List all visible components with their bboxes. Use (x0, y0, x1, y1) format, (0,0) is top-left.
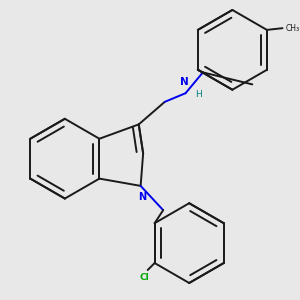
Text: N: N (138, 192, 146, 202)
Text: CH₃: CH₃ (286, 24, 300, 33)
Text: Cl: Cl (140, 273, 149, 282)
Text: N: N (180, 77, 189, 87)
Text: H: H (195, 90, 202, 99)
